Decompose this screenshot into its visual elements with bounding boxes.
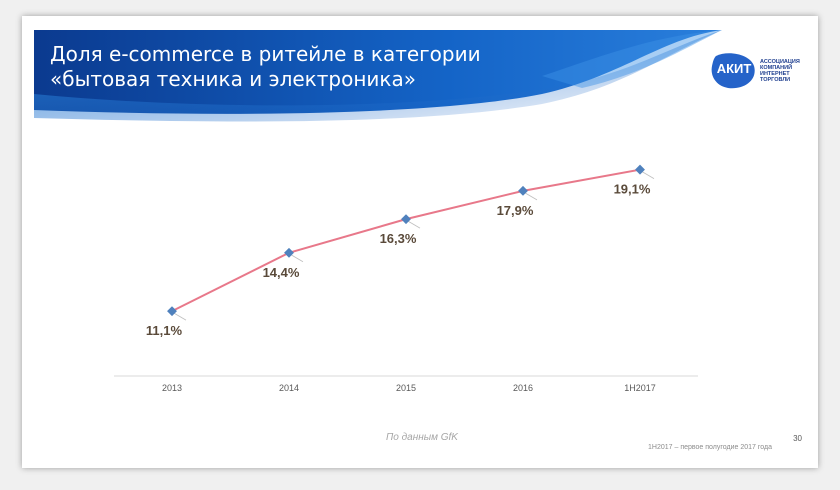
x-tick-label: 2014 — [279, 383, 299, 393]
x-axis-ticks: 2013 2014 2015 2016 1H2017 — [162, 383, 656, 393]
data-marker — [167, 306, 177, 317]
akit-logo-text: АКИТ — [716, 61, 752, 76]
data-label: 11,1% — [146, 323, 183, 338]
header-banner — [34, 30, 722, 122]
data-label: 17,9% — [497, 203, 534, 218]
page-number: 30 — [793, 434, 802, 443]
source-note: По данным GfK — [386, 432, 458, 443]
label-leaders — [173, 171, 655, 321]
x-tick-label: 2013 — [162, 383, 182, 393]
label-leader-line — [641, 171, 655, 179]
slide-title: Доля e-commerce в ритейле в категории «б… — [50, 42, 481, 92]
label-leader-line — [290, 254, 304, 263]
x-tick-label: 2016 — [513, 383, 533, 393]
data-marker — [401, 214, 411, 225]
slide-title-line-1: Доля e-commerce в ритейле в категории — [50, 42, 481, 66]
data-marker — [635, 164, 645, 175]
logo-caption-line: ИНТЕРНЕТ — [760, 71, 790, 77]
label-leader-line — [173, 312, 187, 321]
logo-caption-line: АССОЦИАЦИЯ — [760, 59, 800, 65]
akit-logo-mark — [711, 53, 755, 89]
label-leader-line — [524, 192, 538, 201]
data-label: 16,3% — [380, 231, 417, 246]
line-chart: 2013 2014 2015 2016 1H2017 11,1% 14,4% 16,3% 17… — [114, 164, 698, 393]
akit-logo: АКИТ АССОЦИАЦИЯ КОМПАНИЙ ИНТЕРНЕТ ТОРГОВ… — [710, 52, 810, 102]
label-leader-line — [407, 220, 421, 229]
slide: Доля e-commerce в ритейле в категории «б… — [22, 16, 818, 468]
data-marker — [284, 247, 294, 258]
slide-title-line-2: «бытовая техника и электроника» — [50, 67, 416, 91]
footnote: 1H2017 – первое полугодие 2017 года — [648, 444, 772, 451]
data-label: 14,4% — [263, 265, 300, 280]
x-tick-label: 2015 — [396, 383, 416, 393]
data-markers — [167, 164, 645, 317]
akit-logo-caption: АССОЦИАЦИЯ КОМПАНИЙ ИНТЕРНЕТ ТОРГОВЛИ — [760, 59, 808, 83]
data-marker — [518, 185, 528, 196]
logo-caption-line: ТОРГОВЛИ — [760, 77, 791, 83]
x-tick-label: 1H2017 — [624, 383, 656, 393]
logo-caption-line: КОМПАНИЙ — [760, 65, 793, 71]
data-labels: 11,1% 14,4% 16,3% 17,9% 19,1% — [146, 182, 651, 339]
data-label: 19,1% — [614, 182, 651, 197]
